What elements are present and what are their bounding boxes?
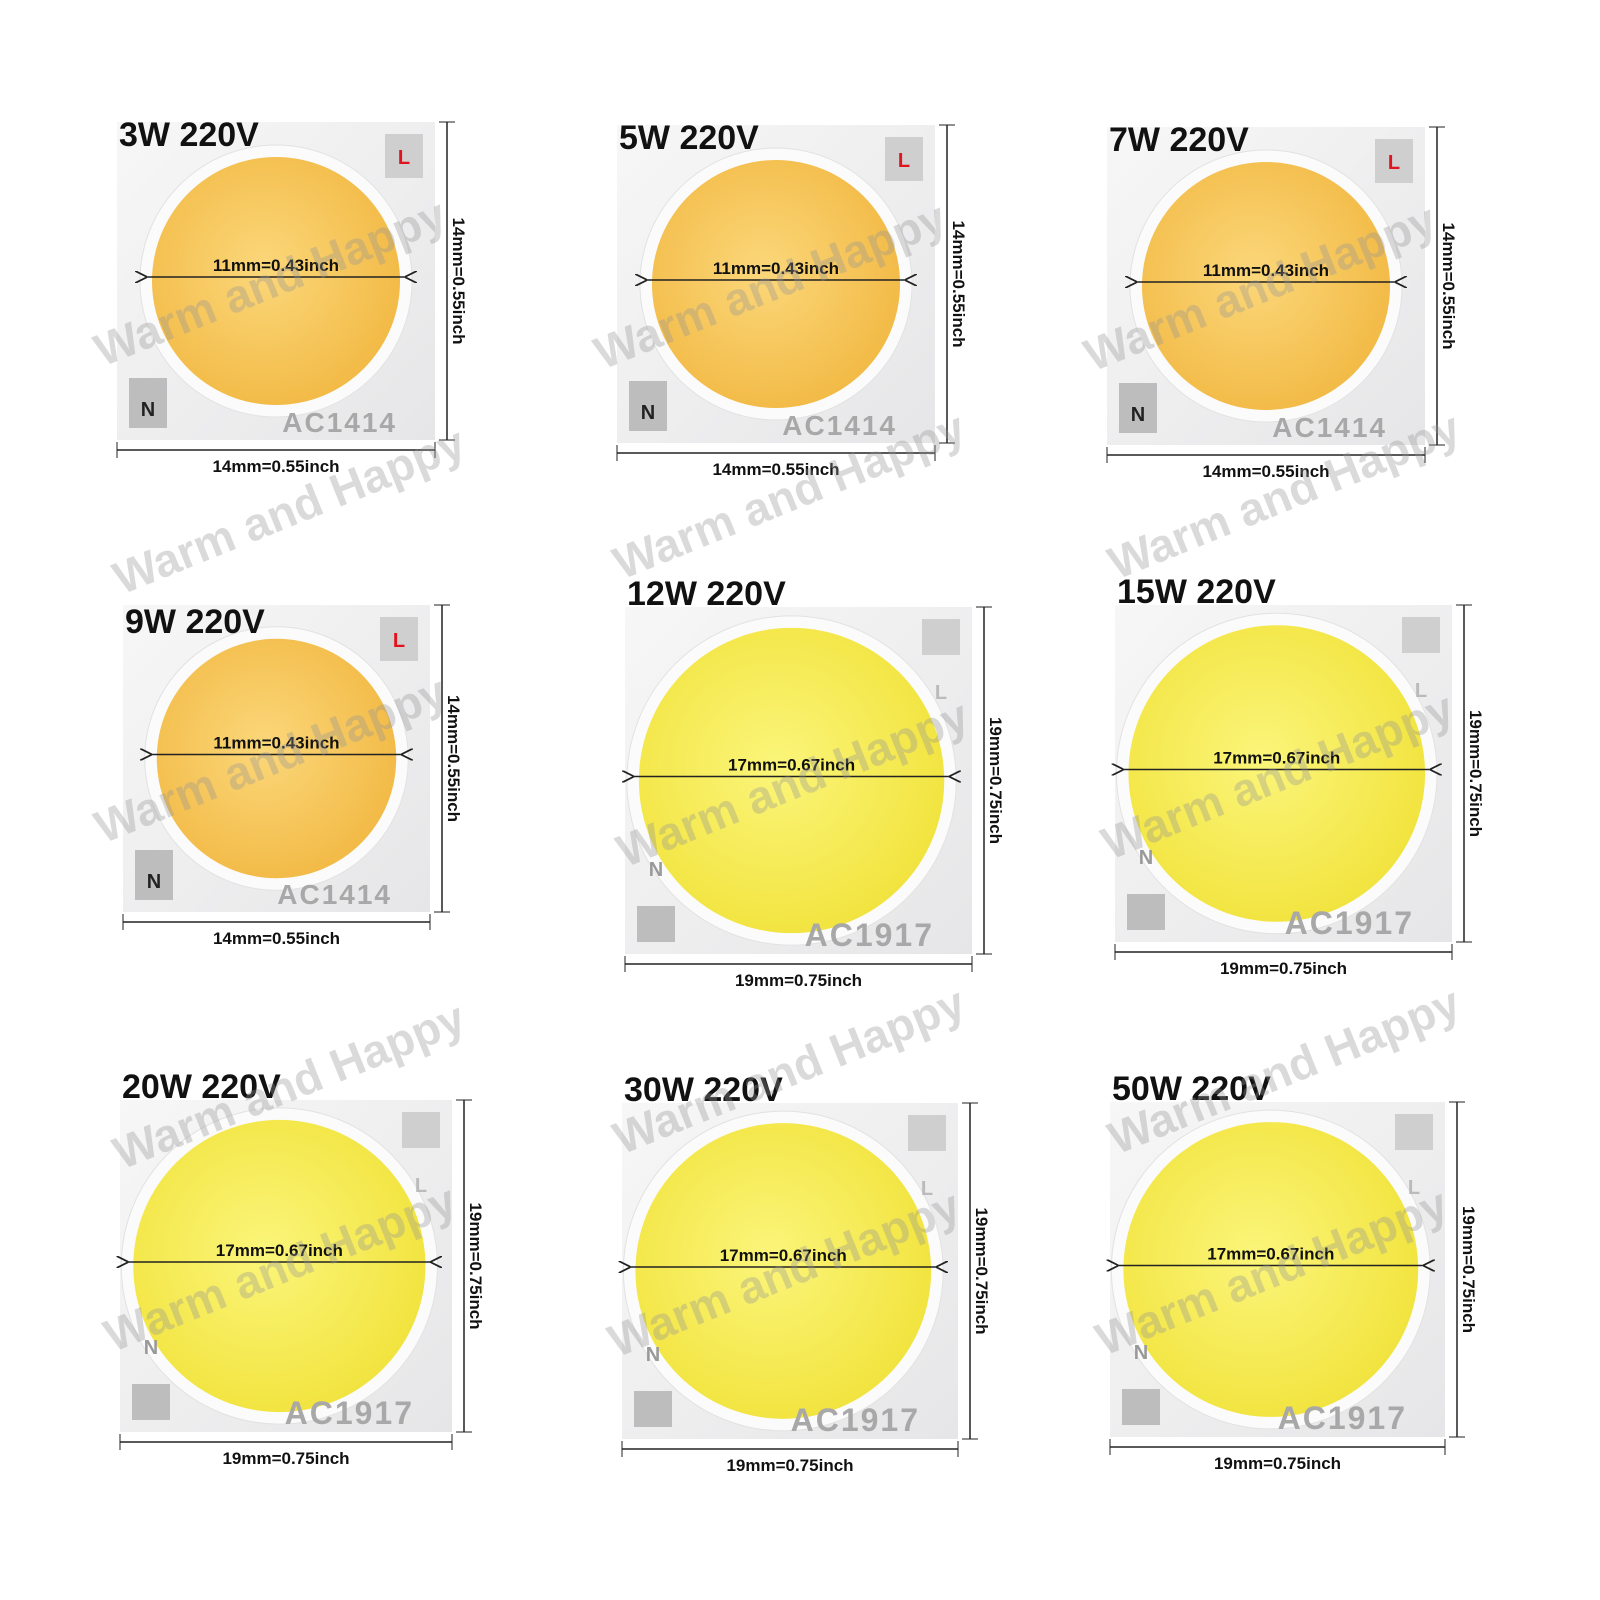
title: 50W 220V (1112, 1070, 1271, 1108)
width-label: 19mm=0.75inch (1220, 959, 1347, 978)
pad (1375, 139, 1413, 183)
title: 15W 220V (1117, 573, 1276, 611)
height-label: 14mm=0.55inch (449, 217, 468, 344)
height-label: 19mm=0.75inch (1466, 710, 1485, 837)
pad (908, 1115, 946, 1151)
model-label: AC1414 (282, 407, 397, 438)
diameter-label: 17mm=0.67inch (1213, 749, 1340, 768)
l-label: L (1388, 152, 1400, 174)
model-label: AC1414 (1272, 412, 1387, 443)
l-label: L (1415, 680, 1427, 702)
pad (385, 134, 423, 178)
title: 9W 220V (125, 603, 265, 641)
pad (922, 619, 960, 655)
l-label: L (921, 1178, 933, 1200)
pad (637, 906, 675, 942)
height-label: 19mm=0.75inch (466, 1202, 485, 1329)
pad (629, 381, 667, 431)
width-label: 14mm=0.55inch (1202, 462, 1329, 481)
diameter-label: 11mm=0.43inch (713, 259, 839, 278)
n-label: N (641, 402, 655, 424)
model-label: AC1917 (285, 1395, 414, 1431)
height-label: 14mm=0.55inch (949, 220, 968, 347)
model-label: AC1414 (277, 879, 392, 910)
pad (402, 1112, 440, 1148)
n-label: N (1131, 404, 1145, 426)
diameter-label: 17mm=0.67inch (728, 756, 855, 775)
pad (1122, 1389, 1160, 1425)
diameter-label: 17mm=0.67inch (216, 1241, 343, 1260)
l-label: L (935, 682, 947, 704)
n-label: N (144, 1337, 158, 1359)
diameter-label: 11mm=0.43inch (213, 734, 339, 753)
model-label: AC1917 (1285, 905, 1414, 941)
title: 12W 220V (627, 575, 786, 613)
pad (380, 617, 418, 661)
pad (1119, 383, 1157, 433)
l-label: L (1408, 1177, 1420, 1199)
pad (129, 378, 167, 428)
title: 30W 220V (624, 1071, 783, 1109)
n-label: N (141, 399, 155, 421)
height-label: 19mm=0.75inch (1459, 1206, 1478, 1333)
pad (634, 1391, 672, 1427)
n-label: N (147, 871, 161, 893)
width-label: 19mm=0.75inch (735, 971, 862, 990)
l-label: L (398, 147, 410, 169)
title: 20W 220V (122, 1068, 281, 1106)
pad (1127, 894, 1165, 930)
width-label: 14mm=0.55inch (212, 457, 339, 476)
width-label: 14mm=0.55inch (712, 460, 839, 479)
n-label: N (1134, 1342, 1148, 1364)
model-label: AC1917 (1278, 1400, 1407, 1436)
pad (1395, 1114, 1433, 1150)
pad (132, 1384, 170, 1420)
pad (1402, 617, 1440, 653)
model-label: AC1917 (805, 917, 934, 953)
pad (885, 137, 923, 181)
height-label: 14mm=0.55inch (1439, 222, 1458, 349)
title: 5W 220V (619, 119, 759, 157)
l-label: L (415, 1175, 427, 1197)
title: 7W 220V (1109, 121, 1249, 159)
diameter-label: 11mm=0.43inch (1203, 261, 1329, 280)
width-label: 14mm=0.55inch (213, 929, 340, 948)
width-label: 19mm=0.75inch (1214, 1454, 1341, 1473)
diameter-label: 17mm=0.67inch (1207, 1245, 1334, 1264)
n-label: N (649, 859, 663, 881)
pad (135, 850, 173, 900)
title: 3W 220V (119, 116, 259, 154)
model-label: AC1414 (782, 410, 897, 441)
width-label: 19mm=0.75inch (726, 1456, 853, 1475)
diameter-label: 11mm=0.43inch (213, 256, 339, 275)
l-label: L (898, 150, 910, 172)
model-label: AC1917 (791, 1402, 920, 1438)
height-label: 14mm=0.55inch (444, 695, 463, 822)
height-label: 19mm=0.75inch (986, 717, 1005, 844)
n-label: N (646, 1344, 660, 1366)
l-label: L (393, 630, 405, 652)
height-label: 19mm=0.75inch (972, 1207, 991, 1334)
width-label: 19mm=0.75inch (222, 1449, 349, 1468)
diameter-label: 17mm=0.67inch (720, 1246, 847, 1265)
n-label: N (1139, 847, 1153, 869)
